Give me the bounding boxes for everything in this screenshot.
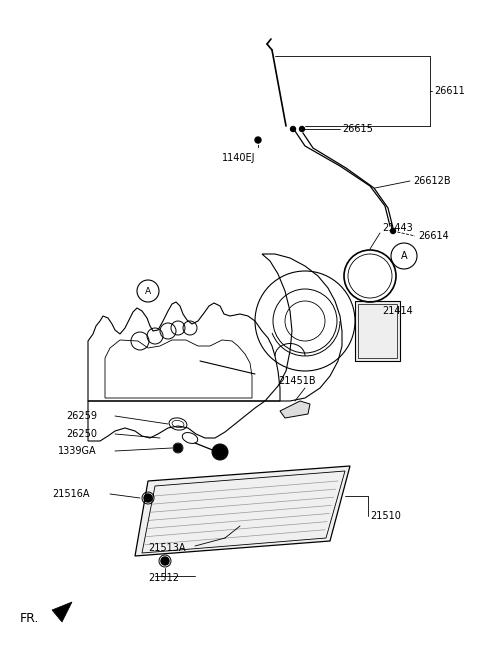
Circle shape xyxy=(290,127,296,131)
Text: 21443: 21443 xyxy=(382,223,413,233)
Text: 26614: 26614 xyxy=(418,231,449,241)
Text: FR.: FR. xyxy=(20,611,39,625)
Circle shape xyxy=(212,444,228,460)
Text: 21510: 21510 xyxy=(370,511,401,521)
Circle shape xyxy=(144,494,152,502)
Text: 26615: 26615 xyxy=(342,124,373,134)
Text: 1339GA: 1339GA xyxy=(58,446,96,456)
Text: 21516A: 21516A xyxy=(52,489,89,499)
Circle shape xyxy=(174,444,182,452)
Circle shape xyxy=(300,127,304,131)
Text: A: A xyxy=(401,251,408,261)
Text: 21512: 21512 xyxy=(148,573,179,583)
Circle shape xyxy=(255,137,261,143)
Bar xyxy=(358,304,397,358)
Text: 1140EJ: 1140EJ xyxy=(222,153,255,163)
Polygon shape xyxy=(52,602,72,622)
Bar xyxy=(355,301,400,361)
Text: 21513A: 21513A xyxy=(148,543,185,553)
Polygon shape xyxy=(280,401,310,418)
Text: 26250: 26250 xyxy=(66,429,97,439)
Text: 26611: 26611 xyxy=(434,86,465,96)
Text: 26259: 26259 xyxy=(66,411,97,421)
Circle shape xyxy=(391,228,396,234)
Text: 21451B: 21451B xyxy=(278,376,316,386)
Text: A: A xyxy=(145,287,151,295)
Polygon shape xyxy=(135,466,350,556)
Text: 26612B: 26612B xyxy=(413,176,451,186)
Text: 21414: 21414 xyxy=(382,306,413,316)
Circle shape xyxy=(161,557,169,565)
